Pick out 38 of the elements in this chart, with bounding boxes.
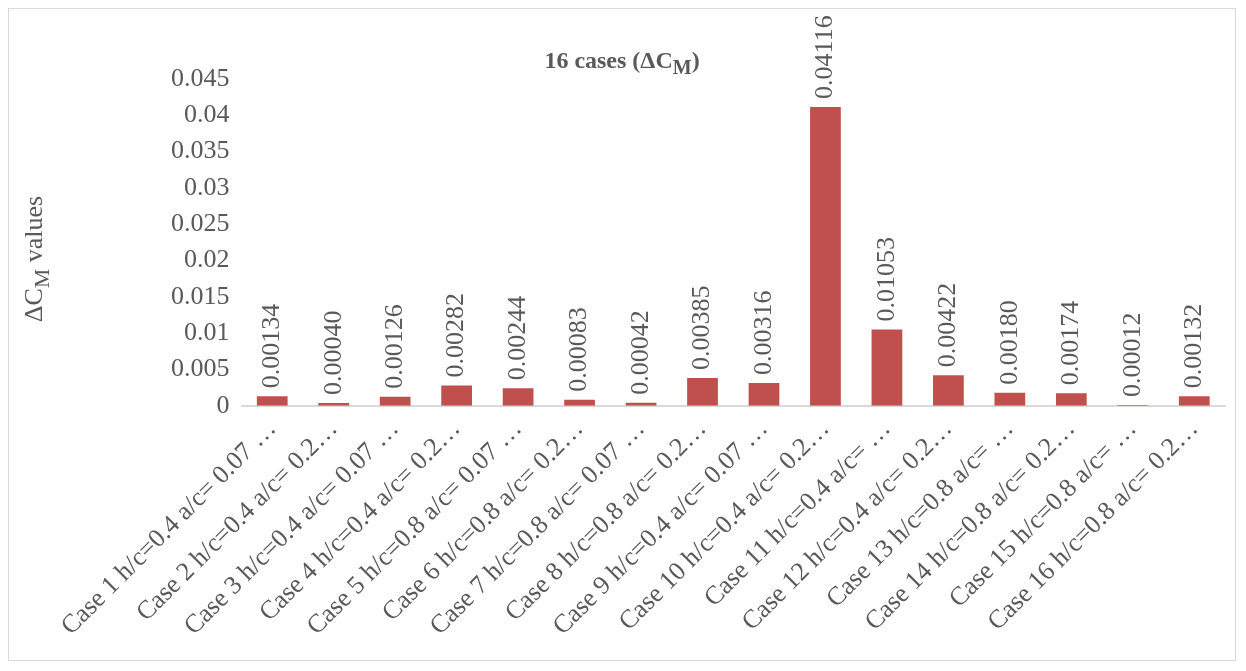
- data-label: 0.00180: [993, 300, 1023, 385]
- data-label: 0.00282: [440, 292, 470, 378]
- data-label: 0.00083: [563, 307, 593, 392]
- data-label: 0.00132: [1178, 303, 1208, 389]
- data-label: 0.00040: [317, 310, 347, 395]
- bar: [502, 388, 534, 406]
- bar: [687, 377, 718, 406]
- bar: [933, 375, 964, 406]
- y-tick-label: 0.015: [171, 280, 230, 310]
- bar: [256, 396, 288, 406]
- data-label: 0.00422: [932, 282, 962, 368]
- chart-title: 16 cases (ΔC$_{M}$): [544, 47, 700, 78]
- data-label: 0.00385: [686, 285, 716, 370]
- bar: [1178, 396, 1210, 406]
- data-label: 0.00174: [1055, 300, 1085, 386]
- data-label: 0.01053: [870, 236, 900, 322]
- bar: [441, 385, 473, 406]
- y-tick-label: 0.005: [171, 353, 230, 383]
- y-tick-label: 0.01: [184, 317, 230, 347]
- y-tick-label: 0.03: [184, 171, 230, 201]
- bar: [994, 392, 1026, 406]
- data-label: 0.00012: [1116, 312, 1146, 397]
- data-label: 0.00126: [379, 304, 408, 389]
- bar: [810, 106, 841, 406]
- data-label: 0.00042: [624, 310, 654, 395]
- y-tick-label: 0.025: [171, 208, 230, 238]
- data-label: 0.04116: [809, 15, 839, 99]
- data-label: 0.00134: [256, 303, 286, 389]
- y-tick-label: 0: [216, 389, 230, 419]
- y-tick-label: 0.04: [184, 99, 230, 129]
- bar: [748, 382, 780, 406]
- data-label: 0.00244: [501, 295, 531, 381]
- bar: [1055, 393, 1087, 406]
- y-tick-label: 0.045: [171, 62, 230, 92]
- data-label: 0.00316: [747, 290, 777, 375]
- y-tick-label: 0.035: [171, 135, 230, 165]
- y-tick-label: 0.02: [184, 244, 230, 274]
- bar: [871, 329, 903, 406]
